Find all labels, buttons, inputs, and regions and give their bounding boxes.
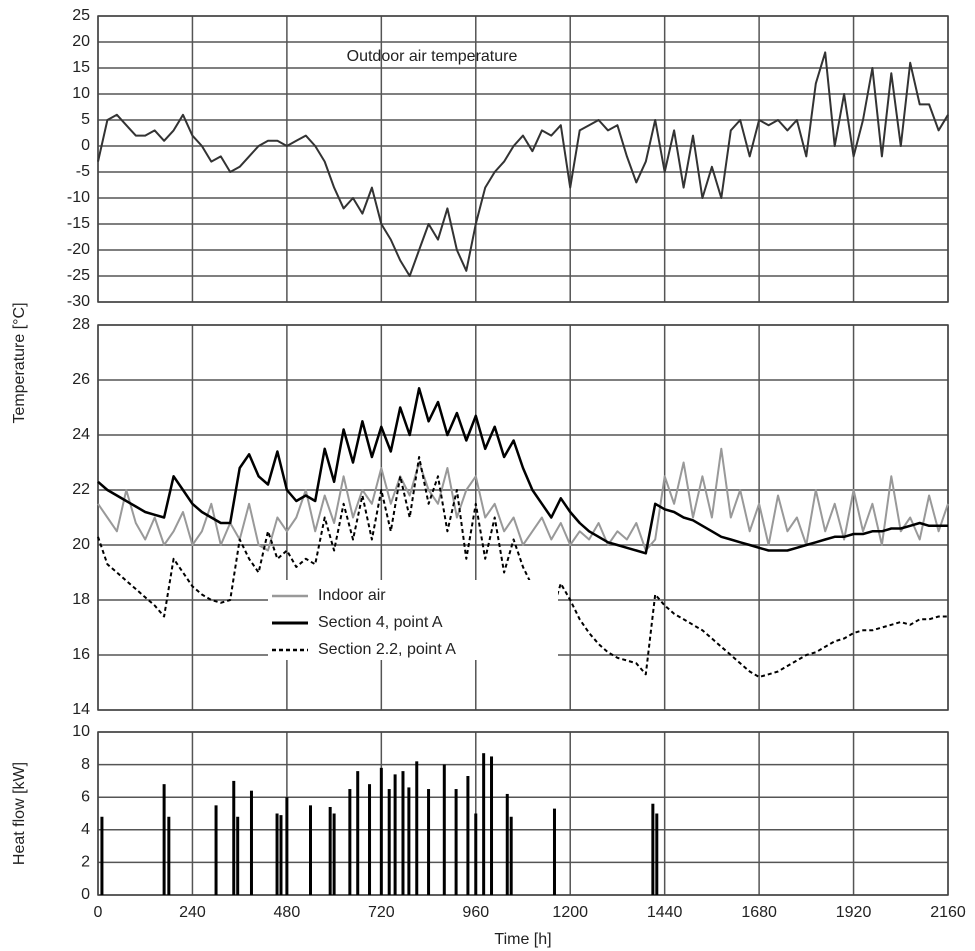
heat-spike <box>552 808 556 895</box>
heat-spike <box>309 805 312 895</box>
x-tick-label: 480 <box>274 904 301 921</box>
heat-spike <box>505 793 509 895</box>
x-tick-label: 1440 <box>647 904 683 921</box>
heat-spike <box>387 789 391 895</box>
x-tick-label: 960 <box>462 904 489 921</box>
y-tick-label: 15 <box>72 59 90 76</box>
heat-spike <box>482 753 486 895</box>
heat-spike <box>167 816 171 895</box>
heat-spike <box>214 805 218 895</box>
legend-label: Indoor air <box>318 587 386 604</box>
y-tick-label: -25 <box>67 267 90 284</box>
data-line <box>97 387 948 555</box>
heat-spike <box>236 816 240 895</box>
plot-frame <box>97 15 949 303</box>
y-tick-label: 25 <box>72 7 90 24</box>
heat-spike <box>100 816 104 895</box>
heat-spike <box>249 790 253 895</box>
y-tick-label: 8 <box>81 756 90 773</box>
plot-frame <box>97 731 949 896</box>
y-tick-label: 22 <box>72 481 90 498</box>
y-tick-label: -20 <box>67 241 90 258</box>
heat-spike <box>401 771 405 895</box>
y-tick-label: 0 <box>81 137 90 154</box>
heat-spike <box>454 789 458 895</box>
y-tick-label: 10 <box>72 723 90 740</box>
heat-spike <box>368 784 372 895</box>
y-tick-label: 4 <box>81 821 90 838</box>
legend-box <box>268 580 558 660</box>
y-tick-label: 20 <box>72 536 90 553</box>
data-line <box>97 447 949 552</box>
heat-spike <box>328 806 332 895</box>
heat-spike <box>442 764 446 895</box>
y-tick-label: 6 <box>81 788 90 805</box>
x-tick-label: 2160 <box>930 904 966 921</box>
y-tick-label: -15 <box>67 215 90 232</box>
y-tick-label: 2 <box>81 854 90 871</box>
heat-spike <box>379 767 383 895</box>
y-axis-label: Temperature [°C] <box>11 302 28 423</box>
heat-spike <box>356 771 360 895</box>
heat-spike <box>655 813 659 895</box>
heat-spike <box>275 813 279 895</box>
heat-spike <box>332 813 336 895</box>
y-tick-label: 28 <box>72 316 90 333</box>
heat-spike <box>279 815 283 895</box>
y-tick-label: 24 <box>72 426 90 443</box>
heat-spike <box>407 787 411 895</box>
heat-spike <box>651 803 655 895</box>
data-line <box>97 456 948 678</box>
heat-spike <box>393 774 397 895</box>
y-tick-label: 14 <box>72 701 90 718</box>
y-tick-label: -5 <box>76 163 90 180</box>
x-tick-label: 240 <box>179 904 206 921</box>
y-axis-label: Heat flow [kW] <box>11 762 28 865</box>
data-line <box>97 51 949 277</box>
y-tick-label: 10 <box>72 85 90 102</box>
y-tick-label: 16 <box>72 646 90 663</box>
x-axis-label: Time [h] <box>494 931 551 948</box>
annotation: Outdoor air temperature <box>347 48 518 65</box>
y-tick-label: -10 <box>67 189 90 206</box>
heat-spike <box>509 816 513 895</box>
heat-spike <box>162 784 166 895</box>
x-tick-label: 720 <box>368 904 395 921</box>
plot-frame <box>97 324 949 711</box>
heat-spike <box>285 797 289 895</box>
legend-label: Section 4, point A <box>318 614 443 631</box>
x-tick-label: 1200 <box>552 904 588 921</box>
heat-spike <box>466 776 470 895</box>
y-tick-label: 20 <box>72 33 90 50</box>
heat-spike <box>232 780 236 895</box>
y-tick-label: 26 <box>72 371 90 388</box>
x-tick-label: 0 <box>94 904 103 921</box>
y-tick-label: 18 <box>72 591 90 608</box>
heat-spike <box>474 813 478 895</box>
heat-spike <box>348 789 352 895</box>
heat-spike <box>415 761 419 895</box>
y-tick-label: 0 <box>81 886 90 903</box>
x-tick-label: 1920 <box>836 904 872 921</box>
heat-spike <box>427 789 431 895</box>
heat-spike <box>490 756 494 895</box>
legend-label: Section 2.2, point A <box>318 641 456 658</box>
y-tick-label: -30 <box>67 293 90 310</box>
x-tick-label: 1680 <box>741 904 777 921</box>
y-tick-label: 5 <box>81 111 90 128</box>
